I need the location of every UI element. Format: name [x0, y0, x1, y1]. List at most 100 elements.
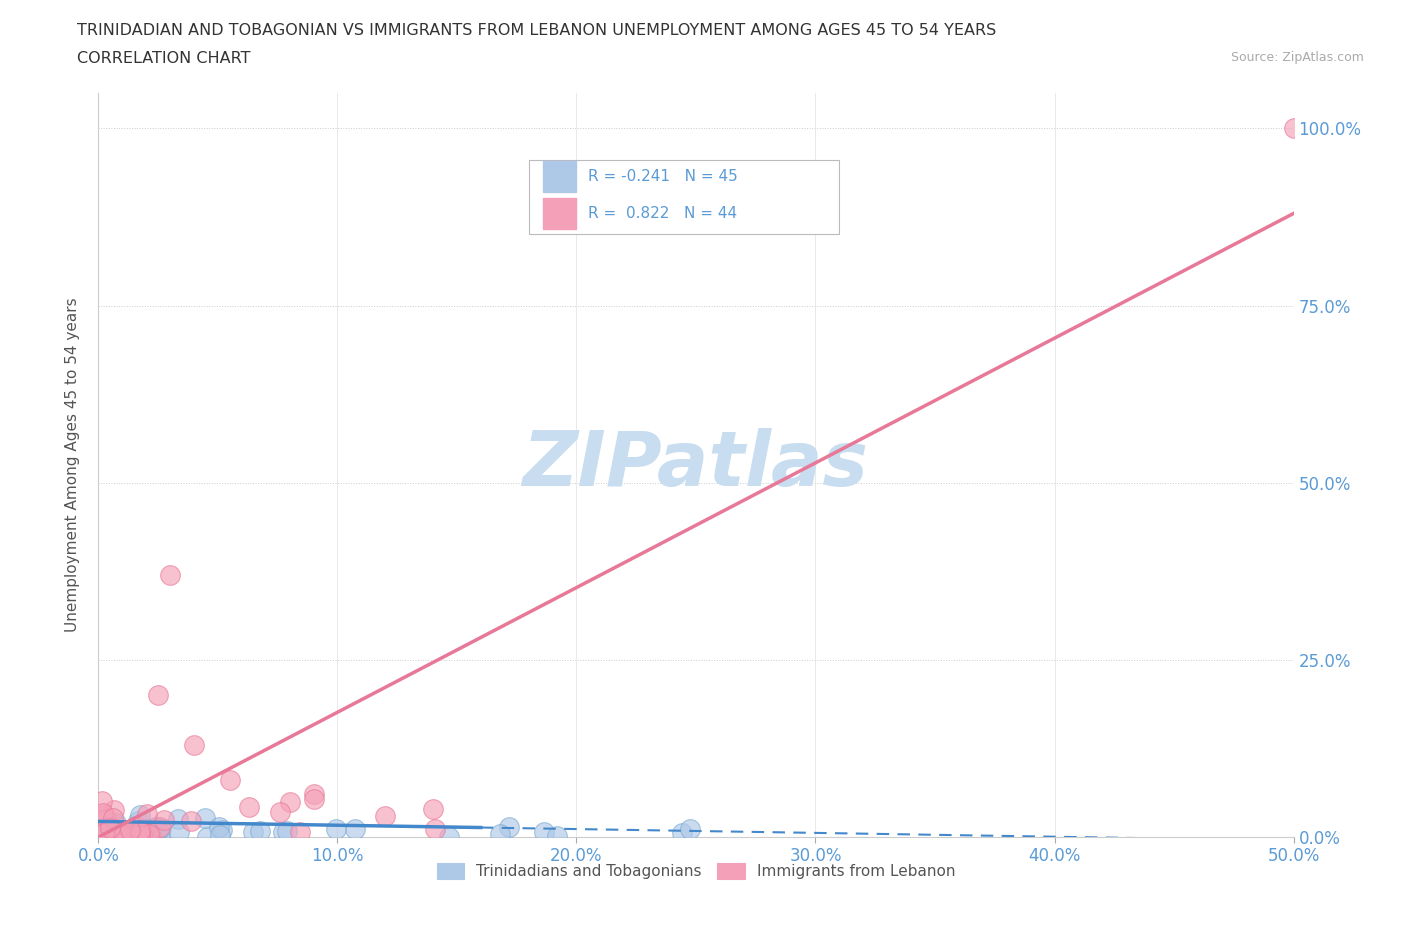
- Point: [89, 820, 111, 835]
- Point: [122, 827, 145, 842]
- Point: [112, 829, 135, 844]
- Point: [114, 826, 136, 841]
- Point: [1282, 121, 1305, 136]
- Point: [149, 826, 172, 841]
- Point: [129, 822, 152, 837]
- Point: [149, 820, 172, 835]
- Point: [325, 821, 347, 836]
- Point: [87, 825, 110, 840]
- Point: [146, 821, 169, 836]
- Point: [107, 827, 129, 842]
- Point: [271, 825, 294, 840]
- Legend: Trinidadians and Tobagonians, Immigrants from Lebanon: Trinidadians and Tobagonians, Immigrants…: [430, 857, 962, 885]
- Point: [219, 773, 242, 788]
- Text: R = -0.241   N = 45: R = -0.241 N = 45: [589, 169, 738, 184]
- Text: R =  0.822   N = 44: R = 0.822 N = 44: [589, 206, 738, 221]
- Point: [159, 567, 181, 582]
- Point: [136, 806, 159, 821]
- Point: [124, 829, 146, 844]
- Point: [125, 829, 148, 844]
- Point: [302, 787, 325, 802]
- Point: [139, 829, 162, 844]
- Point: [374, 808, 396, 823]
- Point: [127, 814, 149, 829]
- Y-axis label: Unemployment Among Ages 45 to 54 years: Unemployment Among Ages 45 to 54 years: [65, 298, 80, 632]
- Point: [423, 822, 446, 837]
- Point: [101, 810, 124, 825]
- Point: [276, 823, 298, 838]
- Point: [112, 828, 135, 843]
- Bar: [543, 198, 576, 229]
- Point: [93, 808, 115, 823]
- Point: [489, 827, 512, 842]
- Point: [114, 825, 136, 840]
- Point: [150, 820, 173, 835]
- Point: [145, 820, 167, 835]
- Point: [546, 829, 568, 844]
- Point: [437, 830, 460, 844]
- Point: [302, 791, 325, 806]
- Point: [112, 830, 135, 844]
- Point: [131, 824, 153, 839]
- Point: [125, 818, 148, 833]
- Point: [96, 817, 118, 832]
- Text: CORRELATION CHART: CORRELATION CHART: [77, 51, 250, 66]
- Point: [121, 827, 143, 842]
- Point: [148, 688, 170, 703]
- Point: [141, 820, 163, 835]
- Point: [115, 825, 138, 840]
- Point: [105, 825, 128, 840]
- Point: [135, 822, 157, 837]
- Point: [128, 827, 150, 842]
- Point: [671, 825, 693, 840]
- Point: [195, 830, 218, 844]
- Point: [138, 827, 160, 842]
- Point: [91, 805, 114, 820]
- Point: [183, 737, 205, 752]
- Text: Source: ZipAtlas.com: Source: ZipAtlas.com: [1230, 51, 1364, 64]
- Point: [112, 823, 135, 838]
- Point: [679, 821, 702, 836]
- Point: [117, 828, 139, 843]
- Point: [211, 822, 233, 837]
- Point: [422, 802, 444, 817]
- Point: [105, 816, 128, 830]
- Point: [238, 800, 260, 815]
- Point: [103, 803, 125, 817]
- Point: [209, 828, 232, 843]
- Point: [120, 823, 142, 838]
- Point: [194, 810, 217, 825]
- Point: [103, 817, 125, 831]
- Point: [107, 823, 129, 838]
- Bar: [543, 161, 576, 192]
- Point: [105, 825, 128, 840]
- Point: [121, 825, 143, 840]
- Point: [249, 823, 271, 838]
- Point: [278, 794, 301, 809]
- Point: [98, 820, 121, 835]
- Point: [242, 825, 264, 840]
- Point: [98, 819, 121, 834]
- Point: [152, 813, 174, 828]
- Point: [180, 813, 202, 828]
- Point: [498, 820, 520, 835]
- Point: [125, 824, 148, 839]
- Point: [208, 819, 231, 834]
- FancyBboxPatch shape: [529, 160, 839, 234]
- Point: [167, 811, 190, 826]
- Point: [114, 822, 136, 837]
- Point: [112, 823, 135, 838]
- Point: [269, 804, 291, 819]
- Text: ZIPatlas: ZIPatlas: [523, 428, 869, 502]
- Point: [93, 826, 115, 841]
- Point: [288, 824, 311, 839]
- Point: [533, 824, 555, 839]
- Point: [91, 793, 114, 808]
- Text: TRINIDADIAN AND TOBAGONIAN VS IMMIGRANTS FROM LEBANON UNEMPLOYMENT AMONG AGES 45: TRINIDADIAN AND TOBAGONIAN VS IMMIGRANTS…: [77, 23, 997, 38]
- Point: [343, 821, 366, 836]
- Point: [169, 825, 191, 840]
- Point: [128, 825, 150, 840]
- Point: [128, 808, 150, 823]
- Point: [94, 812, 117, 827]
- Point: [128, 823, 150, 838]
